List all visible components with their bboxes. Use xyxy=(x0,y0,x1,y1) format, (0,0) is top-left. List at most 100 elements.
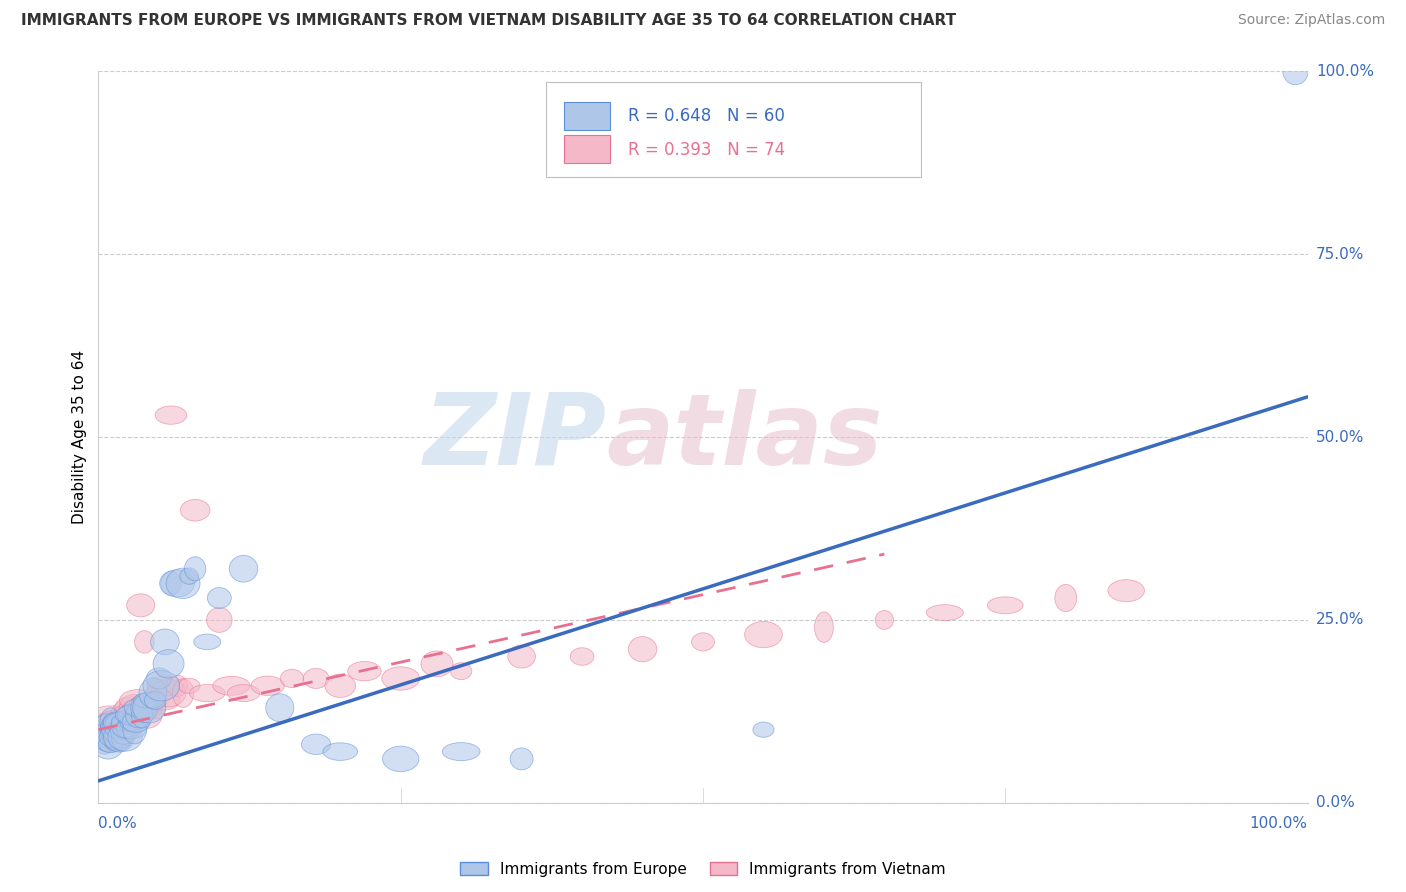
Ellipse shape xyxy=(142,690,180,710)
Ellipse shape xyxy=(166,675,187,697)
Ellipse shape xyxy=(382,666,419,690)
Y-axis label: Disability Age 35 to 64: Disability Age 35 to 64 xyxy=(72,350,87,524)
Ellipse shape xyxy=(450,663,472,680)
Ellipse shape xyxy=(114,703,149,727)
Ellipse shape xyxy=(122,715,146,744)
Ellipse shape xyxy=(90,715,125,744)
Ellipse shape xyxy=(108,723,142,751)
Ellipse shape xyxy=(105,721,135,739)
Text: 100.0%: 100.0% xyxy=(1316,64,1374,78)
Text: Source: ZipAtlas.com: Source: ZipAtlas.com xyxy=(1237,13,1385,28)
Ellipse shape xyxy=(323,743,357,760)
Ellipse shape xyxy=(173,679,194,707)
Text: 100.0%: 100.0% xyxy=(1250,816,1308,831)
Ellipse shape xyxy=(121,708,143,736)
Ellipse shape xyxy=(180,568,198,584)
Ellipse shape xyxy=(987,597,1024,614)
Ellipse shape xyxy=(91,720,122,739)
Ellipse shape xyxy=(93,714,128,731)
Ellipse shape xyxy=(115,697,145,718)
Ellipse shape xyxy=(96,728,124,747)
Ellipse shape xyxy=(135,631,155,653)
Ellipse shape xyxy=(94,717,127,742)
Text: 0.0%: 0.0% xyxy=(1316,796,1354,810)
Ellipse shape xyxy=(100,726,134,748)
Ellipse shape xyxy=(301,734,330,755)
Ellipse shape xyxy=(115,705,155,725)
Ellipse shape xyxy=(98,710,135,735)
Ellipse shape xyxy=(97,727,115,747)
Text: 25.0%: 25.0% xyxy=(1316,613,1364,627)
Ellipse shape xyxy=(1108,580,1144,602)
Ellipse shape xyxy=(252,676,284,696)
Text: R = 0.648   N = 60: R = 0.648 N = 60 xyxy=(628,107,785,125)
Ellipse shape xyxy=(132,692,166,723)
Ellipse shape xyxy=(112,721,146,739)
Ellipse shape xyxy=(104,722,135,752)
Ellipse shape xyxy=(120,714,145,731)
Ellipse shape xyxy=(98,715,135,744)
Ellipse shape xyxy=(692,632,714,651)
Ellipse shape xyxy=(117,706,138,724)
Bar xyxy=(564,102,610,130)
Ellipse shape xyxy=(131,693,157,723)
Ellipse shape xyxy=(129,696,155,720)
Ellipse shape xyxy=(229,556,257,582)
Ellipse shape xyxy=(117,722,136,738)
Text: IMMIGRANTS FROM EUROPE VS IMMIGRANTS FROM VIETNAM DISABILITY AGE 35 TO 64 CORREL: IMMIGRANTS FROM EUROPE VS IMMIGRANTS FRO… xyxy=(21,13,956,29)
Ellipse shape xyxy=(100,707,121,737)
Ellipse shape xyxy=(155,406,187,425)
Ellipse shape xyxy=(112,720,135,739)
Ellipse shape xyxy=(105,713,135,731)
Ellipse shape xyxy=(105,724,127,749)
Ellipse shape xyxy=(118,713,139,731)
Ellipse shape xyxy=(184,557,205,581)
Ellipse shape xyxy=(127,594,155,616)
Ellipse shape xyxy=(166,568,200,599)
Ellipse shape xyxy=(124,703,150,727)
Text: R = 0.393   N = 74: R = 0.393 N = 74 xyxy=(628,141,785,159)
Ellipse shape xyxy=(752,722,775,738)
Ellipse shape xyxy=(1054,584,1077,612)
Ellipse shape xyxy=(207,607,232,632)
Ellipse shape xyxy=(111,723,131,750)
Ellipse shape xyxy=(194,634,221,649)
Ellipse shape xyxy=(212,676,250,695)
Ellipse shape xyxy=(304,668,329,689)
Ellipse shape xyxy=(120,704,149,726)
Ellipse shape xyxy=(927,605,963,621)
Ellipse shape xyxy=(93,730,124,759)
Ellipse shape xyxy=(111,714,139,731)
Ellipse shape xyxy=(420,651,453,677)
Ellipse shape xyxy=(103,723,122,750)
Ellipse shape xyxy=(143,671,180,701)
Ellipse shape xyxy=(266,694,294,722)
Ellipse shape xyxy=(98,736,122,753)
Ellipse shape xyxy=(814,612,834,642)
Ellipse shape xyxy=(146,668,172,689)
Ellipse shape xyxy=(91,722,129,752)
Ellipse shape xyxy=(443,743,479,761)
FancyBboxPatch shape xyxy=(546,82,921,178)
Text: 75.0%: 75.0% xyxy=(1316,247,1364,261)
Ellipse shape xyxy=(125,702,152,728)
Ellipse shape xyxy=(571,648,593,665)
Ellipse shape xyxy=(112,719,141,740)
Ellipse shape xyxy=(208,588,231,608)
Ellipse shape xyxy=(91,706,129,724)
Ellipse shape xyxy=(508,645,536,668)
Ellipse shape xyxy=(1282,58,1308,85)
Ellipse shape xyxy=(160,570,194,597)
Ellipse shape xyxy=(122,713,149,732)
Ellipse shape xyxy=(153,649,184,678)
Ellipse shape xyxy=(101,716,134,743)
Ellipse shape xyxy=(103,723,125,737)
Ellipse shape xyxy=(510,747,533,770)
Ellipse shape xyxy=(89,713,125,731)
Ellipse shape xyxy=(628,637,657,662)
Ellipse shape xyxy=(179,678,200,693)
Ellipse shape xyxy=(122,700,149,715)
Ellipse shape xyxy=(100,721,124,739)
Ellipse shape xyxy=(112,710,132,734)
Ellipse shape xyxy=(103,715,138,744)
